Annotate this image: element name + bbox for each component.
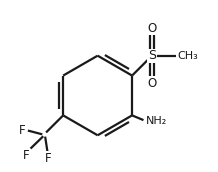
Text: O: O [147, 77, 157, 90]
Text: O: O [147, 22, 157, 35]
Text: CH₃: CH₃ [178, 51, 198, 61]
Text: S: S [148, 49, 156, 62]
Text: F: F [45, 152, 51, 165]
Text: F: F [23, 149, 29, 162]
Text: NH₂: NH₂ [146, 116, 168, 126]
Text: F: F [19, 124, 26, 137]
